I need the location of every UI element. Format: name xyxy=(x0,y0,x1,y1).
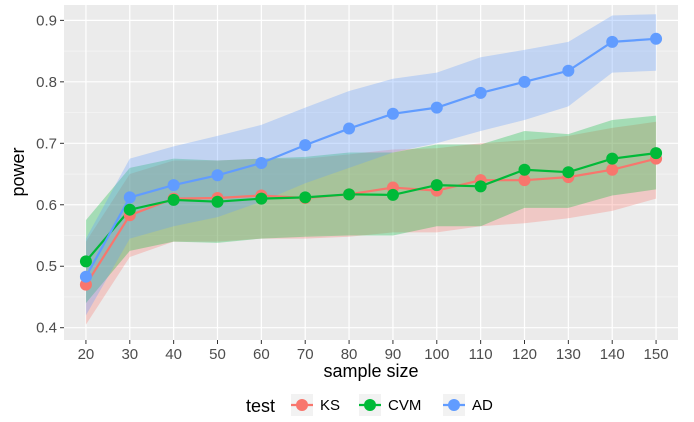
point-cvm xyxy=(518,163,531,176)
line-cvm xyxy=(85,152,657,263)
point-cvm xyxy=(79,255,92,268)
x-axis-title: sample size xyxy=(323,361,418,381)
y-tick-label: 0.7 xyxy=(36,135,57,152)
x-tick-label: 20 xyxy=(78,346,95,363)
x-tick-label: 110 xyxy=(469,346,493,363)
x-tick-label: 100 xyxy=(424,346,449,363)
point-ad xyxy=(299,139,312,152)
y-tick-label: 0.9 xyxy=(36,12,57,29)
point-cvm xyxy=(430,179,443,192)
point-ad xyxy=(79,270,92,283)
point-ks xyxy=(606,163,619,176)
y-axis-title: power xyxy=(8,147,28,196)
y-axis-ticks: 0.4 0.5 0.6 0.7 0.8 0.9 xyxy=(36,12,64,337)
x-tick-label: 80 xyxy=(341,346,358,363)
y-tick-label: 0.6 xyxy=(36,197,57,214)
point-cvm xyxy=(299,191,312,204)
x-tick-label: 90 xyxy=(385,346,402,363)
y-tick-label: 0.5 xyxy=(36,258,57,275)
point-ad xyxy=(430,101,443,114)
band-ad xyxy=(85,14,657,316)
legend-key-point xyxy=(448,399,460,411)
point-cvm xyxy=(123,203,136,216)
x-tick-label: 50 xyxy=(209,346,226,363)
x-tick-label: 40 xyxy=(165,346,182,363)
point-ad xyxy=(474,86,487,99)
x-tick-label: 150 xyxy=(644,346,669,363)
plot-panel xyxy=(64,5,678,340)
legend-key-point xyxy=(296,399,308,411)
point-cvm xyxy=(167,193,180,206)
point-cvm xyxy=(343,188,356,201)
legend-key-point xyxy=(364,399,376,411)
legend-title: test xyxy=(246,396,275,416)
point-ad xyxy=(123,191,136,204)
point-cvm xyxy=(474,180,487,193)
legend-label-ks: KS xyxy=(320,397,340,414)
x-axis-ticks: 20 30 40 50 60 70 80 90 100 110 120 130 140 150 xyxy=(78,340,669,363)
band-cvm xyxy=(85,115,657,304)
point-cvm xyxy=(562,166,575,179)
x-tick-label: 120 xyxy=(512,346,537,363)
series-points xyxy=(79,32,663,291)
point-ks xyxy=(518,174,531,187)
point-ad xyxy=(650,32,663,45)
line-ad xyxy=(84,37,657,278)
point-ad xyxy=(167,179,180,192)
point-cvm xyxy=(255,192,268,205)
point-cvm xyxy=(386,188,399,201)
minor-gridlines xyxy=(64,50,678,298)
point-cvm xyxy=(211,195,224,208)
x-tick-label: 70 xyxy=(297,346,314,363)
y-tick-label: 0.4 xyxy=(36,320,57,337)
point-ad xyxy=(211,169,224,182)
point-ad xyxy=(343,122,356,135)
legend-label-cvm: CVM xyxy=(388,397,421,414)
point-ad xyxy=(562,64,575,77)
point-cvm xyxy=(606,152,619,165)
series-lines xyxy=(84,37,657,286)
legend-label-ad: AD xyxy=(472,397,493,414)
x-tick-label: 60 xyxy=(253,346,270,363)
x-tick-label: 130 xyxy=(556,346,581,363)
point-ad xyxy=(518,75,531,88)
line-ks xyxy=(84,157,657,286)
x-tick-label: 140 xyxy=(600,346,625,363)
point-ad xyxy=(255,156,268,169)
point-ad xyxy=(386,107,399,120)
point-ad xyxy=(606,35,619,48)
legend: test KS CVM AD xyxy=(246,394,493,416)
x-tick-label: 30 xyxy=(121,346,138,363)
y-tick-label: 0.8 xyxy=(36,74,57,91)
point-cvm xyxy=(650,147,663,160)
